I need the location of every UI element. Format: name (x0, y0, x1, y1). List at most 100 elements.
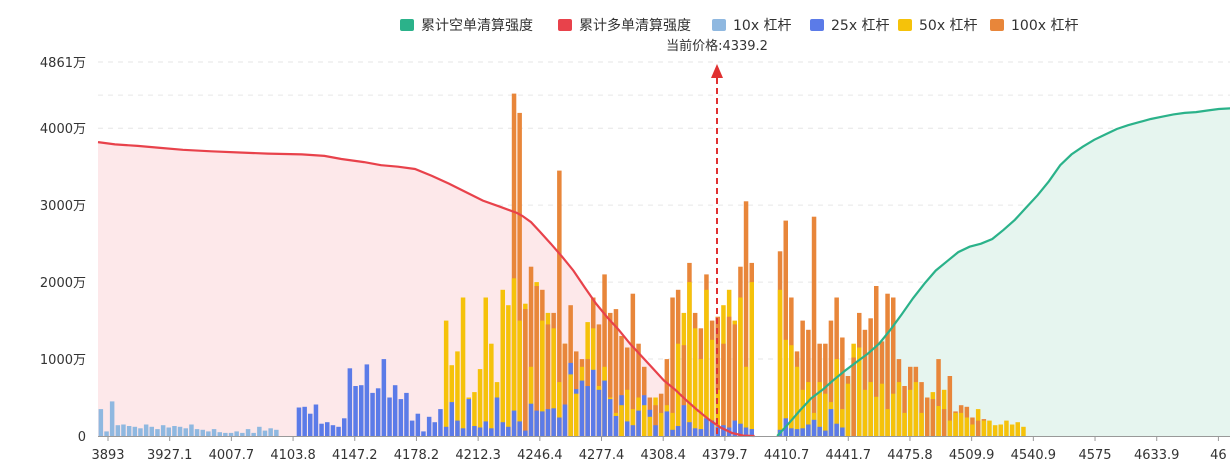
bar-100x (726, 316, 732, 436)
legend-item[interactable]: 10x 杠杆 (712, 14, 792, 36)
bar-50x (1015, 422, 1020, 436)
bar-25x (749, 429, 754, 436)
bar-10x (274, 429, 279, 436)
bar-25x (330, 425, 336, 436)
bar-50x (868, 382, 873, 436)
bar-50x (625, 389, 630, 436)
bar-50x (449, 365, 454, 436)
bar-50x (506, 305, 511, 436)
current-price-arrow-icon (711, 64, 723, 78)
x-tick-label: 4509.9 (949, 448, 995, 463)
bar-50x (574, 393, 579, 436)
bar-50x (443, 320, 449, 436)
legend-item[interactable]: 50x 杠杆 (898, 14, 978, 36)
bar-50x (528, 366, 534, 436)
bar-50x (840, 409, 845, 436)
bar-25x (336, 426, 341, 436)
bar-100x (936, 359, 941, 436)
bar-100x (562, 343, 568, 436)
bar-50x (981, 420, 987, 436)
bar-100x (511, 93, 517, 436)
bar-50x (489, 343, 494, 436)
bar-100x (608, 312, 613, 436)
bar-10x (126, 426, 132, 436)
bar-100x (613, 309, 619, 436)
bar-25x (308, 413, 313, 436)
bar-25x (653, 425, 658, 436)
bar-25x (692, 428, 698, 436)
y-tick-label: 4000万 (40, 122, 86, 137)
bar-25x (466, 399, 471, 436)
short-liquidation-line (776, 107, 1230, 437)
bar-25x (545, 409, 551, 436)
bar-50x (783, 339, 788, 436)
bar-50x (834, 359, 839, 436)
bar-25x (602, 380, 607, 436)
legend-item[interactable]: 25x 杠杆 (810, 14, 890, 36)
x-tick-label: 3927.1 (147, 448, 193, 463)
bar-25x (840, 427, 845, 436)
x-tick-label: 4103.8 (270, 448, 316, 463)
bar-25x (353, 386, 358, 436)
legend-item[interactable]: 累计空单清算强度 (400, 14, 533, 36)
bar-25x (506, 426, 511, 436)
bar-50x (483, 297, 488, 436)
bar-25x (296, 407, 302, 436)
bar-50x (517, 320, 522, 436)
bar-25x (302, 406, 307, 436)
bar-100x (528, 266, 534, 436)
bar-25x (387, 397, 392, 436)
bar-100x (602, 274, 607, 436)
x-tick-label: 46 (1210, 448, 1227, 463)
bar-10x (98, 409, 104, 436)
bar-25x (313, 404, 319, 436)
bar-10x (200, 429, 205, 436)
bar-25x (681, 405, 687, 436)
bar-25x (800, 428, 805, 436)
cumulative-areas (98, 108, 1230, 436)
bar-50x (902, 412, 907, 436)
legend-swatch (898, 19, 912, 31)
bar-100x (534, 286, 539, 436)
bar-25x (828, 409, 834, 436)
bar-25x (687, 422, 692, 436)
bar-10x (217, 432, 222, 436)
bar-25x (472, 426, 477, 436)
bar-100x (743, 201, 749, 436)
bar-50x (557, 382, 562, 436)
bar-50x (896, 382, 902, 436)
x-tick-label: 4575 (1078, 448, 1111, 463)
bar-10x (257, 426, 262, 436)
legend-label: 累计多单清算强度 (579, 18, 691, 34)
bar-10x (109, 401, 115, 436)
bar-50x (642, 405, 647, 436)
bar-50x (857, 347, 862, 436)
bar-25x (534, 410, 539, 436)
bar-50x (709, 339, 715, 436)
legend-item[interactable]: 累计多单清算强度 (558, 14, 691, 36)
bar-25x (364, 364, 370, 436)
bar-25x (489, 428, 494, 436)
bar-50x (704, 289, 709, 436)
bar-10x (251, 432, 256, 436)
bar-100x (721, 343, 726, 436)
legend-item[interactable]: 100x 杠杆 (990, 14, 1078, 36)
bar-50x (630, 409, 636, 436)
y-tick-label: 2000万 (40, 276, 86, 291)
bar-10x (115, 425, 121, 436)
bar-100x (851, 357, 856, 436)
bar-50x (619, 405, 624, 436)
bar-25x (443, 426, 449, 436)
bar-25x (347, 368, 353, 436)
bar-100x (732, 324, 737, 436)
bar-10x (177, 426, 183, 436)
bar-50x (953, 412, 958, 436)
axes: 0 1000万 2000万 3000万 4000万 4861万 3893 3927.1 4007… (40, 56, 1230, 463)
bar-25x (409, 420, 415, 436)
bar-10x (268, 428, 273, 436)
bar-25x (392, 385, 398, 436)
bar-25x (325, 422, 330, 436)
bar-25x (704, 418, 709, 436)
y-tick-label: 0 (78, 430, 86, 445)
bar-10x (211, 429, 217, 436)
